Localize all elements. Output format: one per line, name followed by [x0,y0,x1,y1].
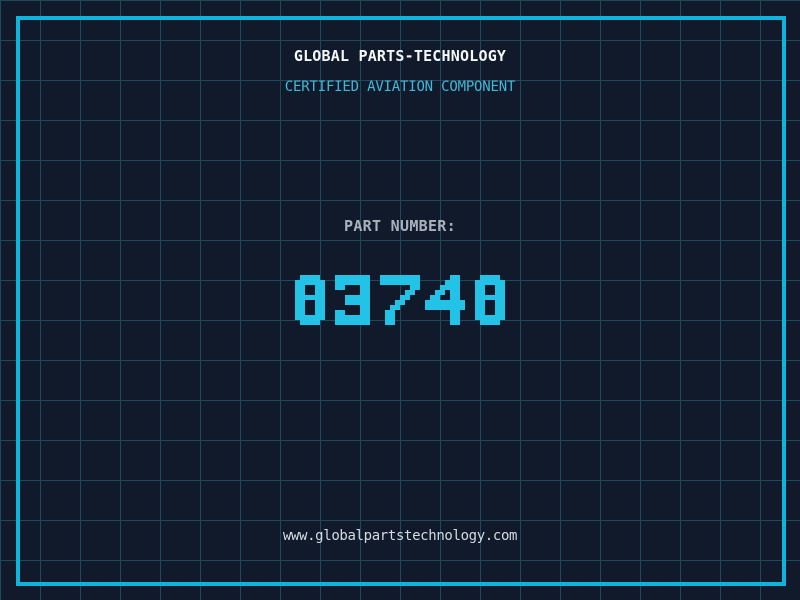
certification-subtitle: CERTIFIED AVIATION COMPONENT [284,79,516,95]
digit-glyph [290,275,330,325]
digit-glyph [380,275,420,325]
digit-glyph [425,275,465,325]
website-url: www.globalpartstechnology.com [282,528,518,544]
part-number-display [0,275,800,325]
company-title: GLOBAL PARTS-TECHNOLOGY [293,47,507,65]
digit-glyph [335,275,375,325]
part-number-label: PART NUMBER: [344,217,456,235]
digit-glyph [470,275,510,325]
